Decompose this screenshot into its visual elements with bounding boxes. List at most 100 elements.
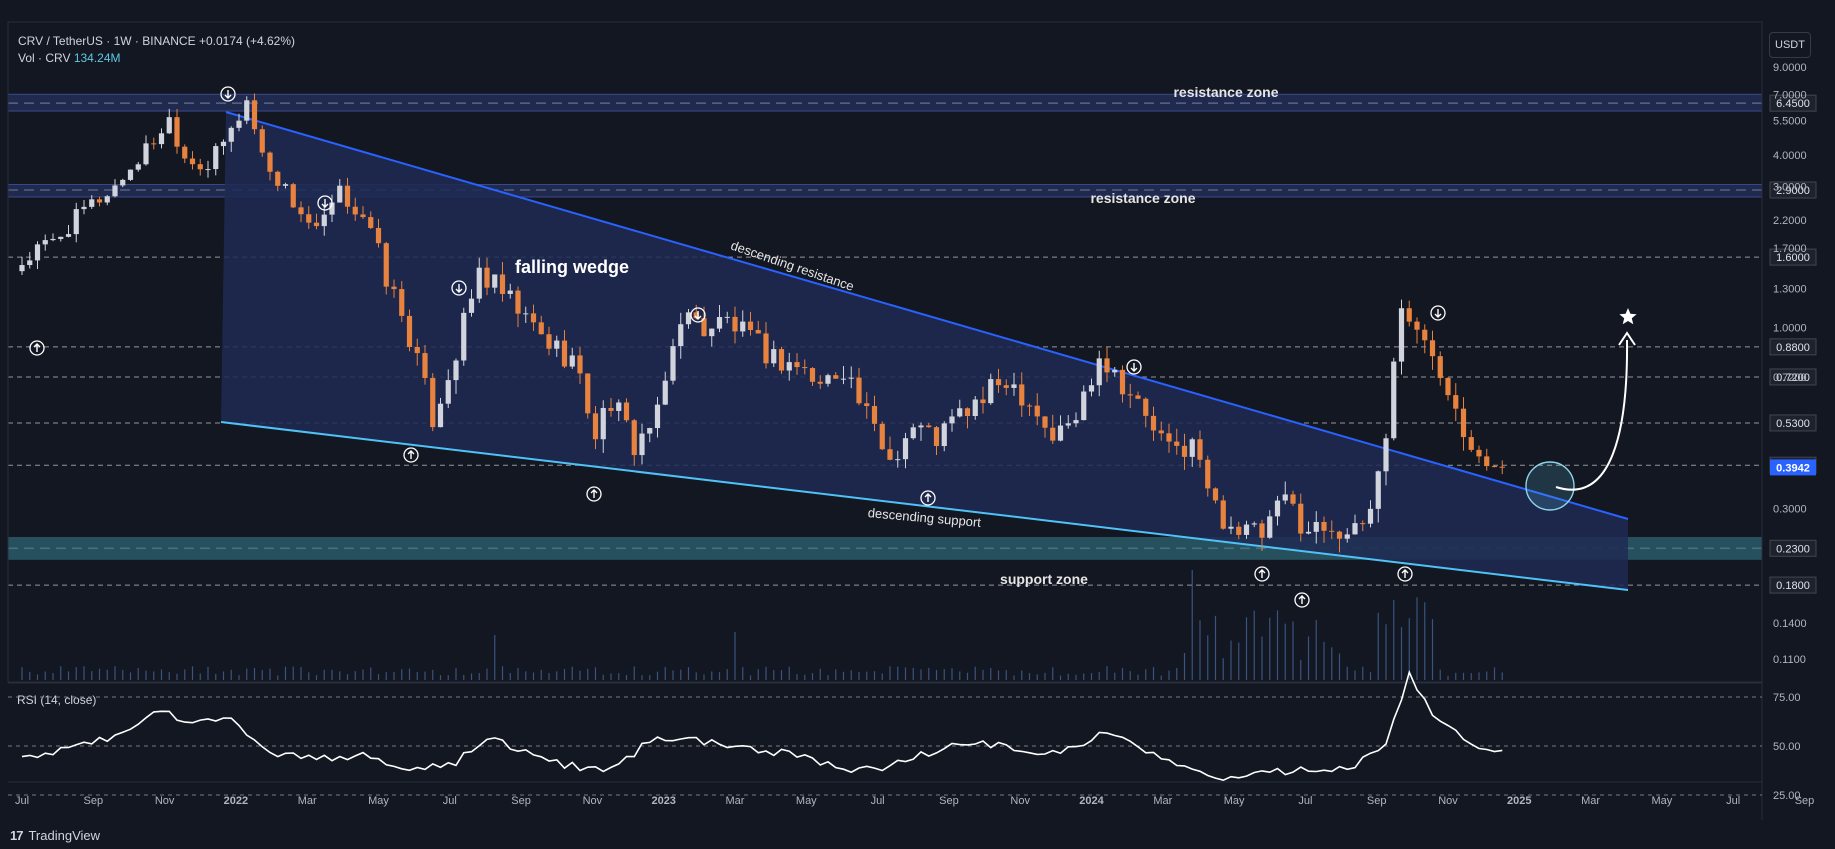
price-change: +0.0174 (+4.62%) [198, 34, 296, 48]
candle-body-50 [406, 315, 413, 348]
candle-body-188 [1476, 449, 1482, 457]
x-tick-17: May [1224, 795, 1245, 807]
symbol-title[interactable]: CRV / TetherUS · 1W · BINANCE [18, 34, 196, 48]
candle-body-51 [414, 347, 420, 354]
candle-body-99 [786, 362, 792, 371]
candle-body-142 [1119, 369, 1126, 395]
candle-body-125 [988, 379, 994, 404]
x-tick-22: Mar [1581, 795, 1600, 807]
candle-body-68 [546, 334, 552, 349]
label-falling-wedge: falling wedge [515, 257, 629, 277]
x-tick-20: Nov [1438, 795, 1458, 807]
candle-body-6 [65, 234, 72, 237]
candle-body-59 [476, 267, 482, 299]
up-arrow-icon-0 [29, 340, 45, 356]
candle-body-122 [964, 408, 971, 417]
candle-body-17 [151, 143, 157, 145]
candle-body-76 [608, 407, 614, 411]
label-resistance-zone-top: resistance zone [1173, 84, 1278, 100]
level-tag-bg-4 [1769, 368, 1817, 386]
candle-body-3 [42, 240, 48, 245]
y-tick-11: 0.3000 [1773, 503, 1807, 515]
target-star-icon [1619, 308, 1637, 325]
candle-body-20 [174, 117, 180, 147]
level-tag-bg-5 [1769, 414, 1817, 432]
tradingview-logo-icon: 17 [10, 828, 24, 843]
volume-value: 134.24M [73, 51, 121, 65]
candle-body-31 [259, 129, 265, 153]
candle-body-2 [34, 244, 41, 261]
descending-support-line [220, 421, 1629, 591]
candle-body-181 [1422, 329, 1428, 341]
wedge-fill [221, 112, 1628, 590]
y-tick-12: 0.1400 [1773, 618, 1807, 630]
candle-body-40 [329, 202, 335, 215]
candle-body-7 [73, 209, 79, 235]
candle-body-73 [585, 373, 591, 414]
candle-body-15 [135, 164, 141, 170]
down-arrow-glyph-2 [455, 284, 463, 293]
x-tick-8: Nov [583, 795, 603, 807]
x-tick-16: Mar [1153, 795, 1172, 807]
tradingview-brand[interactable]: 17 TradingView [10, 828, 100, 843]
volume-bars [21, 570, 1503, 680]
arrow-markers [29, 86, 1637, 608]
candle-body-86 [685, 312, 692, 325]
candle-body-66 [530, 313, 537, 323]
candle-body-115 [910, 427, 916, 439]
candle-body-5 [58, 236, 64, 239]
level-tag-4: 0.7200 [1776, 372, 1810, 384]
candle-body-82 [654, 404, 661, 429]
candle-body-41 [337, 185, 343, 203]
candle-body-4 [50, 238, 56, 241]
candle-body-38 [313, 222, 320, 227]
y-tick-5: 2.2000 [1773, 215, 1807, 227]
y-tick-9: 0.7200 [1773, 372, 1807, 384]
candle-body-27 [228, 127, 234, 142]
candle-body-91 [724, 316, 730, 318]
candle-body-100 [794, 362, 800, 368]
candle-body-98 [778, 349, 785, 371]
candle-body-151 [1189, 439, 1195, 457]
x-tick-5: May [368, 795, 389, 807]
candle-body-90 [716, 317, 723, 329]
axes-layer: 6.45002.90001.60000.88000.72000.53000.40… [7, 21, 1817, 820]
candle-body-136 [1073, 420, 1079, 424]
candle-body-164 [1290, 494, 1296, 504]
candle-body-43 [352, 206, 358, 215]
candle-body-179 [1406, 308, 1412, 322]
zones-layer [7, 93, 1763, 560]
currency-unit-button[interactable]: USDT [1769, 32, 1811, 58]
candle-body-10 [96, 199, 103, 203]
candle-body-140 [1104, 358, 1110, 373]
candle-body-173 [1360, 523, 1366, 525]
candle-body-57 [461, 312, 467, 361]
candle-body-24 [205, 169, 211, 171]
y-tick-1: 7.0000 [1773, 89, 1807, 101]
x-tick-25: Sep [1795, 795, 1815, 807]
x-tick-1: Sep [84, 795, 104, 807]
candle-body-118 [933, 427, 940, 447]
up-arrow-icon-6 [1397, 566, 1413, 582]
up-arrow-glyph-1 [407, 450, 415, 459]
down-arrow-icon-2 [451, 280, 467, 296]
candle-body-60 [484, 267, 490, 288]
candle-body-77 [616, 402, 622, 411]
current-price-tag: 0.3942 [1776, 462, 1810, 474]
up-arrow-glyph-5 [1298, 595, 1306, 604]
descending-resistance-line [225, 111, 1629, 520]
candle-body-145 [1143, 398, 1149, 416]
down-arrow-icon-1 [317, 195, 333, 211]
x-tick-10: Mar [726, 795, 745, 807]
candle-body-148 [1166, 433, 1172, 442]
candle-body-182 [1429, 340, 1436, 357]
candle-body-141 [1112, 369, 1118, 373]
rsi-tick-0: 75.00 [1773, 692, 1801, 704]
candle-body-71 [569, 355, 575, 367]
resistance-zone-top [7, 93, 1763, 112]
candle-body-26 [220, 141, 227, 147]
candle-body-29 [244, 100, 250, 121]
candle-body-53 [430, 377, 436, 428]
candle-body-185 [1453, 395, 1459, 409]
